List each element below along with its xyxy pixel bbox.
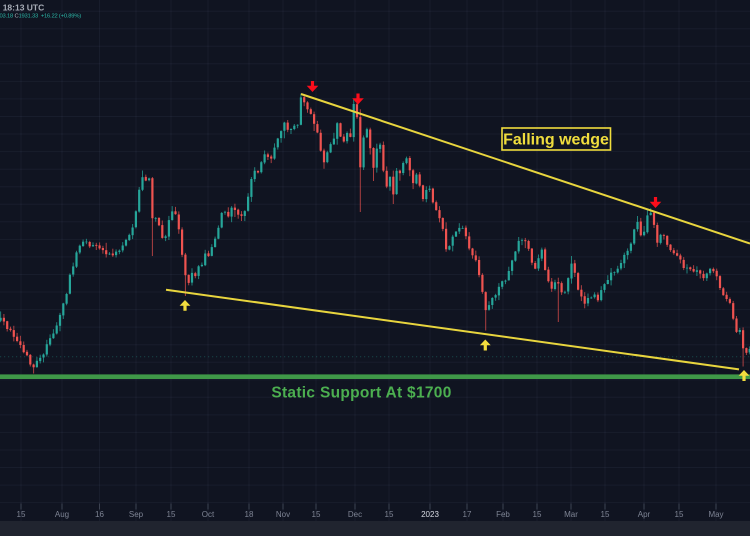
svg-text:15: 15 (601, 510, 610, 519)
svg-text:15: 15 (312, 510, 321, 519)
svg-text:18: 18 (245, 510, 254, 519)
svg-text:Feb: Feb (496, 510, 510, 519)
svg-text:15: 15 (17, 510, 26, 519)
svg-text:Static Support At $1700: Static Support At $1700 (271, 385, 451, 402)
svg-text:May: May (708, 510, 723, 519)
svg-text:15: 15 (167, 510, 176, 519)
svg-text:Oct: Oct (202, 510, 215, 519)
svg-text:17: 17 (463, 510, 472, 519)
svg-text:15: 15 (675, 510, 684, 519)
svg-text:Nov: Nov (276, 510, 290, 519)
svg-text:16: 16 (95, 510, 104, 519)
svg-text:Aug: Aug (55, 510, 69, 519)
svg-text:Falling wedge: Falling wedge (503, 132, 609, 149)
svg-text:Mar: Mar (564, 510, 578, 519)
svg-text:903.18 C1931.33 +16.22 (+0.89: 903.18 C1931.33 +16.22 (+0.89%) (0, 14, 81, 20)
svg-text:· 18:13 UTC: · 18:13 UTC (0, 3, 44, 13)
svg-text:15: 15 (385, 510, 394, 519)
svg-text:Sep: Sep (129, 510, 144, 519)
svg-text:15: 15 (533, 510, 542, 519)
svg-text:2023: 2023 (421, 510, 439, 519)
svg-text:Apr: Apr (638, 510, 651, 519)
svg-text:Dec: Dec (348, 510, 362, 519)
